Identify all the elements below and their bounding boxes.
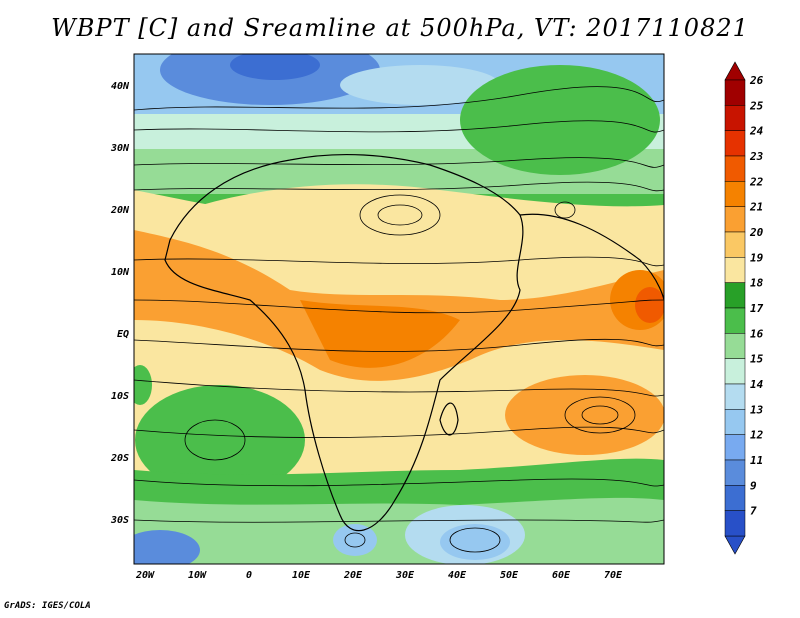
lon-label: 20W [135,570,155,581]
chart-title: WBPT [C] and Sreamline at 500hPa, VT: 20… [51,14,749,42]
colorbar-label: 24 [749,125,764,138]
colorbar-bottom-triangle [724,535,746,555]
colorbar-swatch [724,105,746,131]
colorbar-label: 14 [750,378,764,391]
colorbar-swatch [724,409,746,435]
lon-label: 60E [552,570,571,581]
colorbar-label: 21 [749,201,763,214]
latitude-axis: 40N 30N 20N 10N EQ 10S 20S 30S [110,81,130,526]
lon-label: 40E [448,570,467,581]
lon-label: 10W [188,570,207,581]
footer-credit: GrADS: IGES/COLA [4,601,91,611]
colorbar-label: 12 [750,429,764,442]
colorbar-swatch [724,358,746,385]
colorbar-swatch [724,257,746,283]
colorbar-swatch [724,333,746,359]
lat-label: 30N [110,143,130,154]
colorbar-swatch [724,307,746,334]
colorbar-swatch [724,79,746,106]
colorbar-label: 23 [749,150,764,163]
lon-label: 0 [246,570,252,581]
lat-label: 20N [110,205,130,216]
coastlines [164,153,664,532]
colorbar-label: 11 [750,454,763,467]
colorbar-swatch [724,130,746,157]
colorbar-top-triangle [724,61,746,81]
colorbar-swatch [724,510,746,537]
colorbar-swatch [724,459,746,486]
colorbar: 26 25 24 23 22 21 20 19 18 17 16 15 14 13 12 11 9 7 [724,61,764,555]
lon-label: 10E [292,570,311,581]
colorbar-swatch [724,231,746,258]
colorbar-label: 19 [750,251,764,264]
lat-label: 30S [110,515,129,526]
colorbar-swatch [724,282,746,309]
colorbar-swatch [724,206,746,233]
temperature-field [134,54,664,564]
colorbar-label: 17 [750,302,764,315]
colorbar-label: 16 [750,327,764,340]
map-frame [133,53,665,565]
colorbar-swatch [724,434,746,461]
colorbar-label: 20 [749,226,764,239]
colorbar-label: 22 [749,175,764,188]
lat-label: 20S [110,453,129,464]
colorbar-swatch [724,383,746,410]
colorbar-label: 9 [750,479,757,492]
lat-label: 40N [111,81,130,92]
colorbar-label: 15 [750,353,764,366]
longitude-axis: 20W 10W 0 10E 20E 30E 40E 50E 60E 70E [135,570,623,581]
colorbar-swatch [724,155,746,182]
colorbar-label: 25 [749,99,764,112]
lon-label: 50E [500,570,519,581]
colorbar-label: 13 [750,403,764,416]
colorbar-label: 7 [750,505,757,518]
colorbar-swatch [724,181,746,207]
colorbar-swatch [724,485,746,511]
lat-label: 10S [111,391,129,402]
lon-label: 20E [343,570,363,581]
colorbar-label: 18 [750,277,764,290]
lat-label: 10N [111,267,130,278]
lat-label: EQ [117,329,129,340]
streamlines [134,86,664,553]
lon-label: 30E [395,570,415,581]
lon-label: 70E [604,570,623,581]
colorbar-label: 26 [749,74,764,87]
